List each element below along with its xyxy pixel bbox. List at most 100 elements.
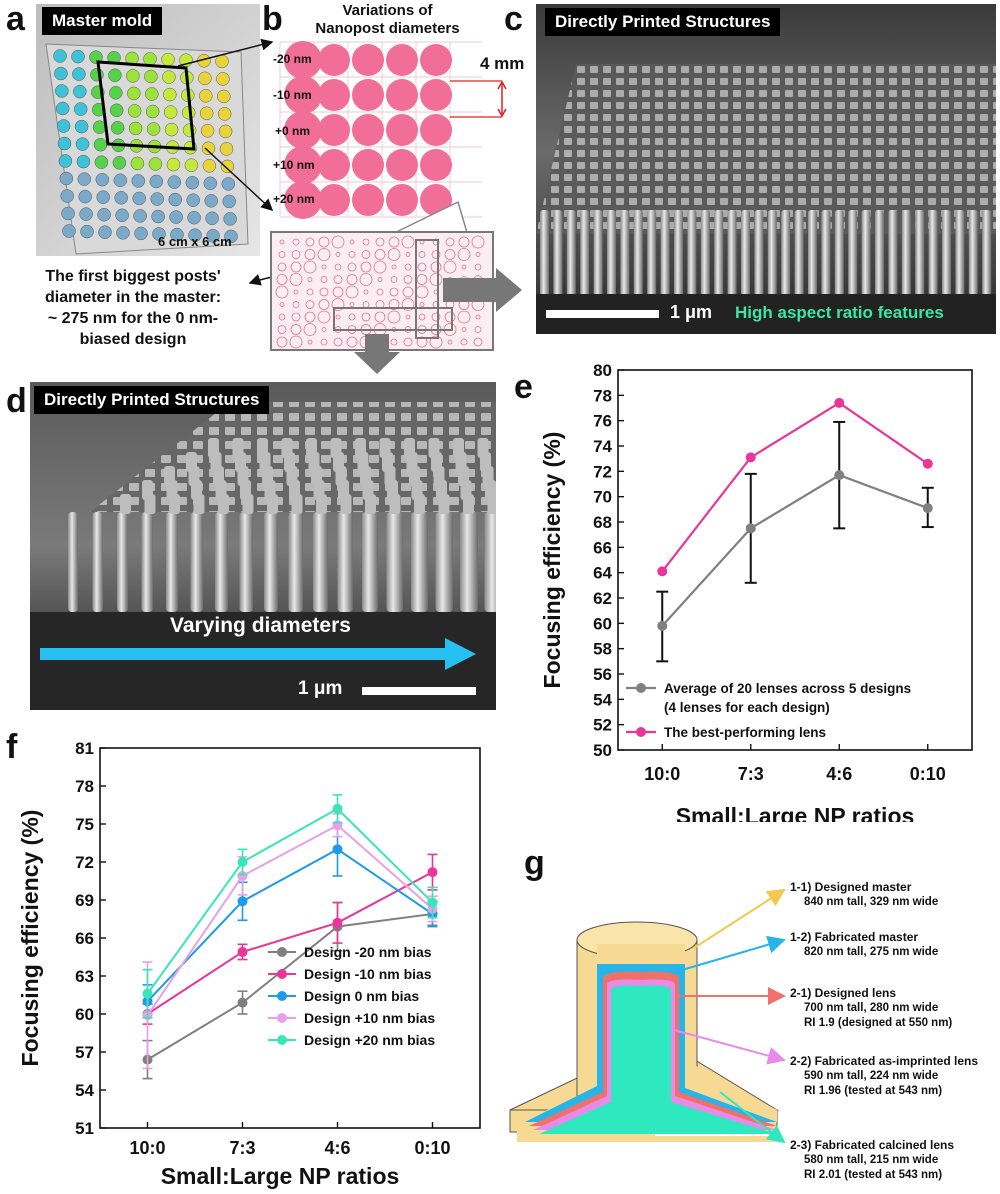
y-tick-label: 50 (593, 741, 612, 760)
series-line (146, 871, 433, 1015)
zoom-circle (289, 335, 303, 349)
sem-post (540, 210, 549, 300)
sem-post (190, 512, 203, 612)
mold-dot (133, 209, 147, 223)
zoom-circle (347, 262, 357, 272)
zoom-circle (388, 236, 400, 248)
sem-post (781, 210, 791, 300)
x-tick-label: 0:10 (910, 764, 946, 784)
nanopost-circle (318, 149, 350, 181)
nanopost-circle (284, 181, 322, 219)
mold-dot (150, 192, 164, 206)
scale-bar-d (362, 687, 476, 695)
sem-post (674, 210, 683, 300)
zoom-circle (333, 337, 343, 347)
mold-dot (168, 192, 182, 207)
mold-dot (72, 67, 86, 81)
sem-post-row (428, 438, 440, 458)
x-tick-label: 7:3 (738, 764, 764, 784)
zoom-circle (360, 261, 372, 273)
y-tick-label: 78 (593, 386, 612, 405)
sem-post (808, 210, 817, 300)
mold-dot (224, 229, 238, 244)
zoom-circle (335, 252, 341, 257)
mold-size-label: 6 cm x 6 cm (158, 234, 232, 249)
zoom-circle (332, 286, 344, 298)
sem-post (215, 512, 228, 612)
legend-marker (277, 1013, 287, 1023)
y-tick-label: 68 (593, 513, 612, 532)
mold-dot (206, 229, 220, 243)
nanopost-circle (352, 184, 384, 216)
zoom-circle (318, 236, 330, 248)
mold-dot (185, 175, 200, 190)
sem-post (68, 512, 78, 612)
zoom-circle (361, 250, 371, 259)
sem-post-row (379, 438, 391, 458)
zoom-circle (460, 338, 468, 346)
nanopost-grid (279, 41, 507, 219)
title-line: Variations of (342, 2, 433, 19)
mold-dot (187, 210, 201, 225)
zoom-circle (429, 335, 443, 349)
panel-label-b: b (262, 0, 283, 38)
mold-dot (109, 103, 124, 118)
panel-a-caption: The first biggest posts' diameter in the… (8, 266, 258, 350)
mold-dot (60, 189, 74, 203)
sem-post (362, 512, 378, 612)
sem-post (553, 210, 563, 300)
mold-dot (166, 157, 181, 172)
sem-post-row (281, 438, 293, 458)
mold-dot (127, 104, 142, 118)
zoom-circle (321, 327, 327, 332)
title-line: Nanopost diameters (315, 20, 460, 37)
zoom-circle (303, 260, 317, 274)
sem-post (901, 210, 911, 300)
sem-post (435, 512, 453, 612)
mold-dot (56, 119, 71, 133)
sem-post (834, 210, 844, 300)
sem-post (313, 512, 328, 612)
data-point (237, 870, 248, 881)
zoom-circle (331, 298, 345, 311)
zoom-circle (278, 313, 286, 321)
zoom-circle (292, 301, 300, 308)
series-line (146, 848, 434, 1003)
mold-dot (200, 124, 215, 138)
zoom-circle (306, 288, 314, 296)
callout-line: RI 2.01 (tested at 543 nm) (804, 1169, 943, 1181)
nanopost-circle (318, 79, 350, 111)
mold-dot (126, 69, 140, 83)
zoom-circle (444, 311, 456, 323)
legend-marker (277, 969, 287, 979)
mold-dot (217, 107, 232, 121)
nanopost-circle (420, 114, 452, 146)
callout-1-2: 1-2) Fabricated master 820 nm tall, 275 … (790, 930, 995, 960)
mold-dot (199, 106, 214, 121)
master-mold-tag: Master mold (42, 7, 163, 35)
zoom-circle (405, 252, 411, 257)
zoom-circle (431, 250, 441, 259)
mold-dot (164, 122, 179, 137)
zoom-circle (443, 260, 457, 274)
zoom-circle (461, 264, 467, 270)
data-point (427, 897, 438, 908)
callout-title: 1-1) Designed master (790, 880, 912, 894)
data-point (922, 458, 933, 469)
y-tick-label: 64 (593, 564, 612, 583)
panel-label-g: g (524, 844, 545, 882)
mold-dot (149, 174, 164, 189)
nanopost-circle (386, 184, 418, 216)
y-tick-label: 66 (593, 538, 612, 557)
sem-post (741, 210, 750, 300)
row-labels: -20 nm -10 nm +0 nm +10 nm +20 nm (270, 40, 350, 220)
sem-post (566, 210, 576, 300)
mold-dot (73, 102, 88, 116)
mold-dot (201, 141, 216, 156)
zoom-circle (458, 236, 470, 248)
zoom-circle (333, 275, 343, 284)
nanopost-circle (420, 44, 452, 76)
sem-post (821, 210, 831, 300)
x-tick-label: 7:3 (229, 1138, 255, 1158)
zoom-circle (474, 326, 482, 333)
